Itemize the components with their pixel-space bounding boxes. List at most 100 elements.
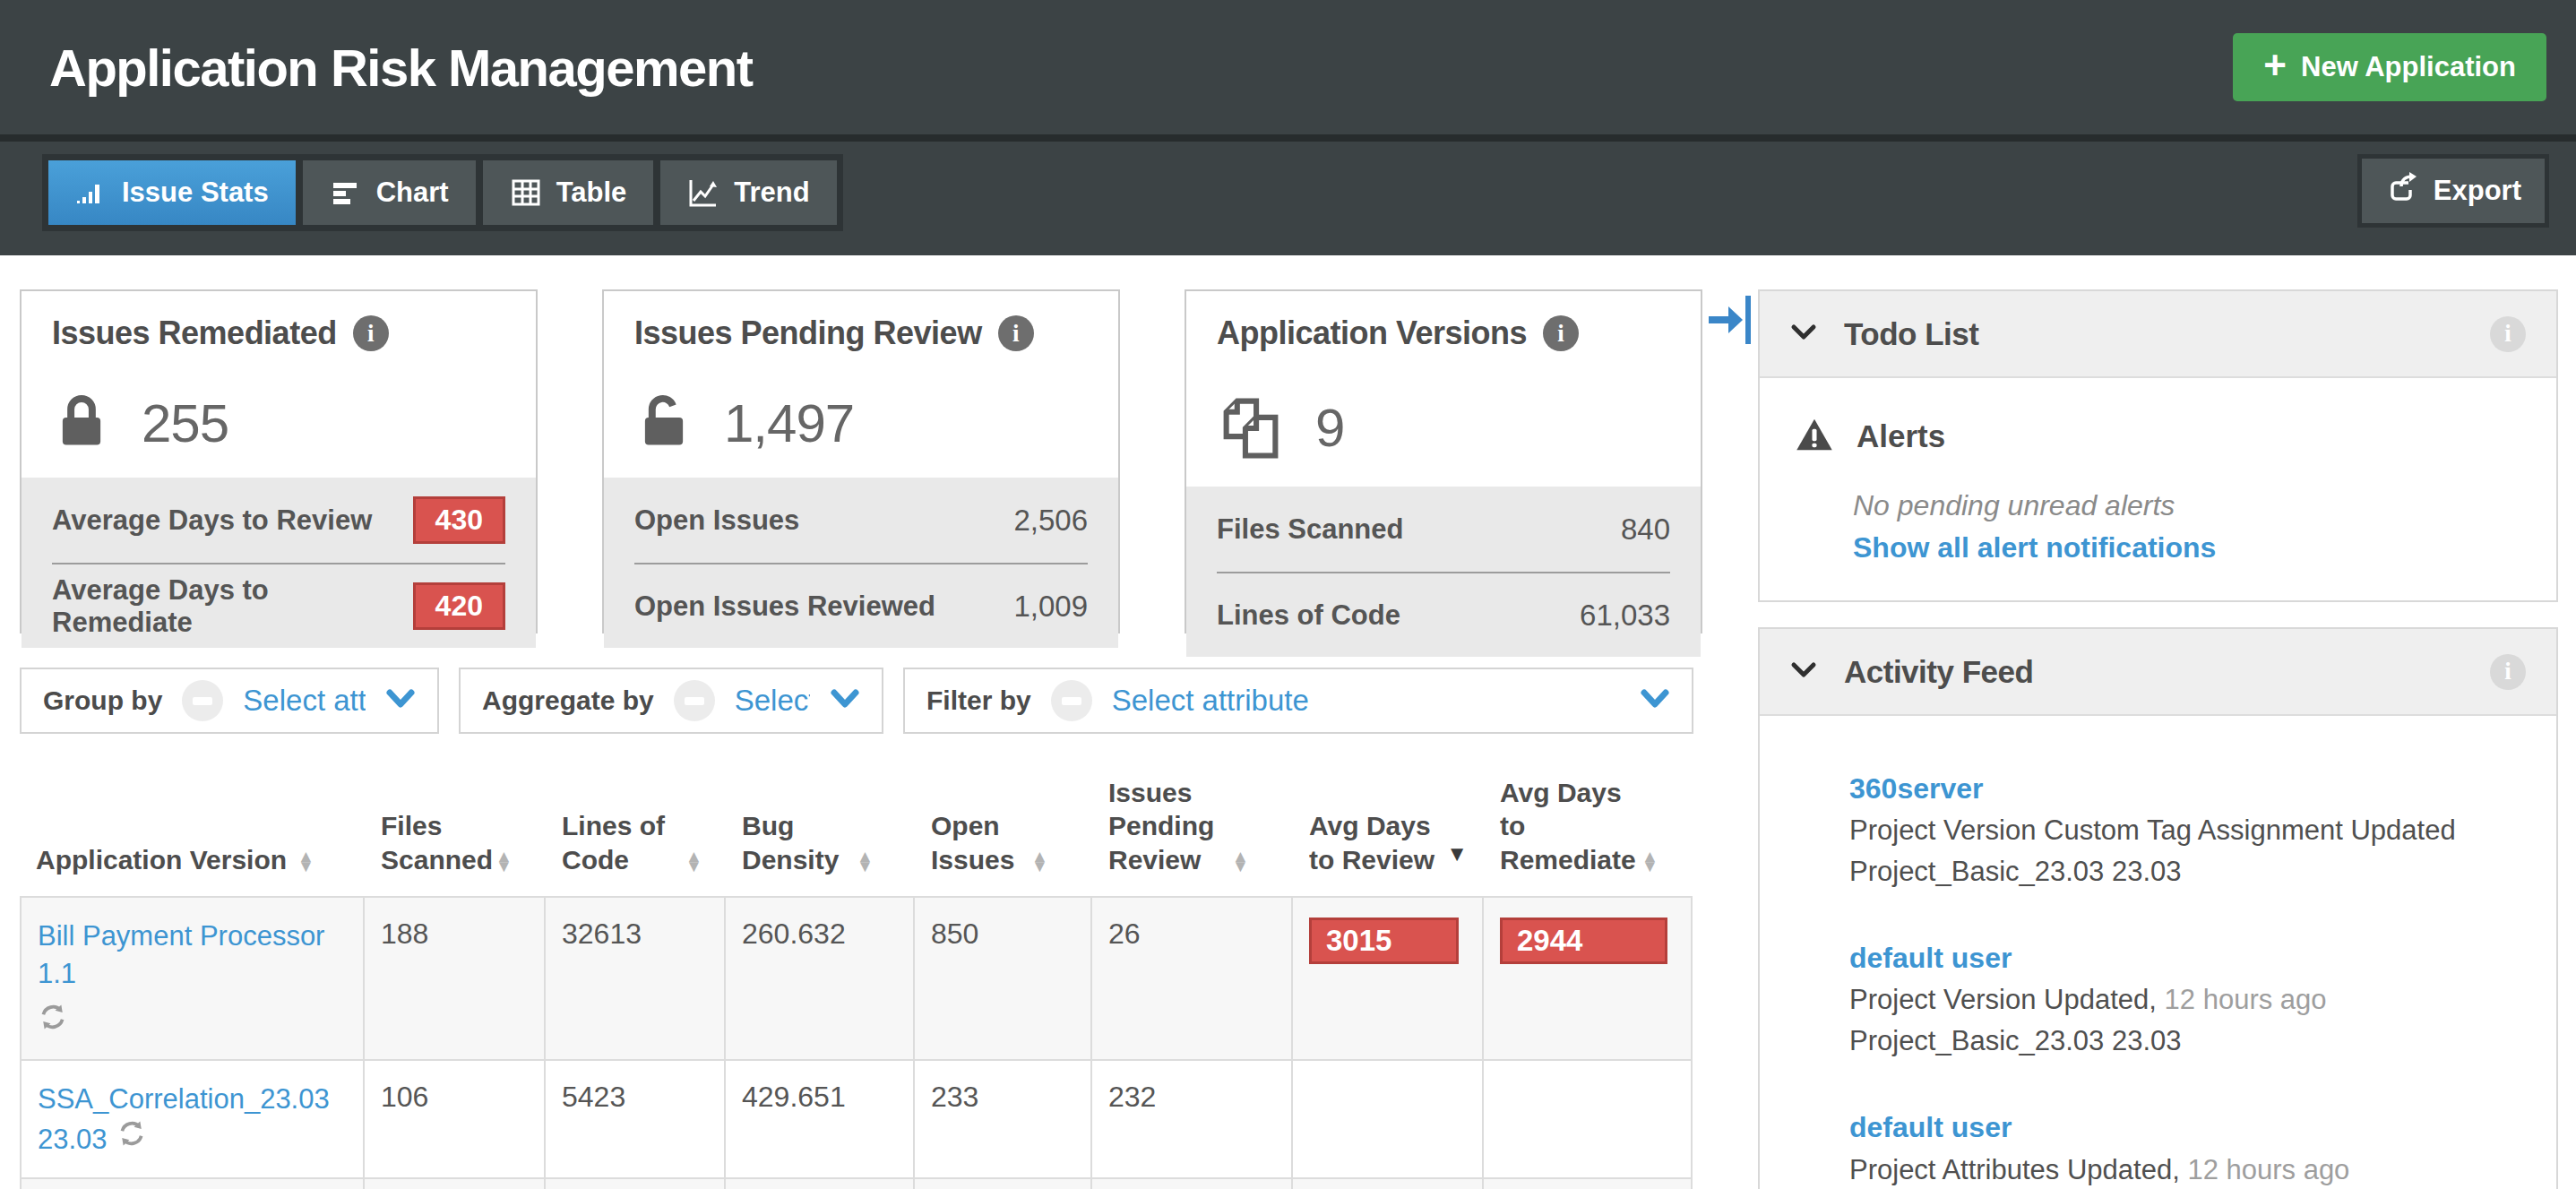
- view-tabs-group: Issue Stats Chart Table Trend: [42, 154, 843, 231]
- open-issues-cell: 233: [915, 1059, 1092, 1178]
- attribute-circle-icon: [674, 680, 715, 721]
- tab-trend[interactable]: Trend: [660, 160, 836, 225]
- sort-icon: ▲▼: [1232, 852, 1249, 871]
- lock-open-icon: [634, 392, 694, 454]
- column-header-avg-days-to-remediate[interactable]: Avg Days to Remediate ▲▼: [1484, 766, 1693, 896]
- feed-project: Project_Basic_23.03 23.03: [1849, 1021, 2520, 1062]
- feed-user-link[interactable]: 360server: [1849, 772, 1983, 805]
- feed-project: Project_Basic_23.03 23.03: [1849, 851, 2520, 892]
- tab-label: Table: [556, 177, 627, 209]
- tab-table[interactable]: Table: [483, 160, 654, 225]
- avg-days-to-remediate-cell: [1484, 1059, 1693, 1178]
- card-value: 1,497: [724, 392, 854, 454]
- feed-timestamp: 12 hours ago: [2165, 984, 2327, 1015]
- header-divider: [0, 134, 2576, 142]
- issues-pending-review-cell: 232: [1092, 1177, 1293, 1189]
- lines-of-code-cell: 5423: [546, 1059, 726, 1178]
- export-button[interactable]: Export: [2357, 154, 2549, 228]
- view-toolbar: Issue Stats Chart Table Trend Export: [0, 142, 2576, 255]
- todo-list-panel: Todo List i Alerts No pending unread ale…: [1758, 289, 2558, 602]
- lock-closed-icon: [52, 392, 111, 454]
- column-header-avg-days-to-review[interactable]: Avg Days to Review ▼: [1293, 766, 1484, 896]
- horizontal-bars-icon: [330, 177, 362, 209]
- chevron-down-icon: [830, 688, 860, 713]
- application-version-link[interactable]: SSA_Correlation_23.03 23.03: [38, 1083, 330, 1155]
- refresh-icon[interactable]: [38, 1002, 347, 1039]
- avg-days-to-remediate-cell: 2944: [1484, 896, 1693, 1059]
- column-header-files-scanned[interactable]: Files Scanned ▲▼: [365, 766, 546, 896]
- no-alerts-message: No pending unread alerts: [1853, 489, 2520, 522]
- info-icon[interactable]: i: [2490, 316, 2526, 352]
- table-row-application-version-cell: SSA_Correlation_23.03 23.03: [20, 1059, 365, 1178]
- info-icon[interactable]: i: [2490, 654, 2526, 690]
- new-application-button[interactable]: + New Application: [2233, 33, 2546, 101]
- tab-issue-stats[interactable]: Issue Stats: [48, 160, 296, 225]
- aggregate-by-value: Select attri...: [735, 684, 810, 718]
- danger-badge: 3015: [1309, 918, 1459, 964]
- show-all-alerts-link[interactable]: Show all alert notifications: [1853, 531, 2520, 564]
- danger-badge: 2944: [1500, 918, 1667, 964]
- feed-entry: 360server Project Version Custom Tag Ass…: [1849, 768, 2520, 892]
- feed-user-link[interactable]: default user: [1849, 942, 2012, 974]
- danger-badge: 430: [413, 496, 505, 544]
- sort-icon: ▲▼: [495, 852, 513, 871]
- metric-value: 2,506: [1013, 504, 1088, 538]
- chevron-down-icon: [1790, 661, 1817, 683]
- group-by-label: Group by: [43, 685, 162, 716]
- metric-value: 61,033: [1580, 599, 1670, 633]
- chevron-down-icon: [1790, 323, 1817, 345]
- feed-user-link[interactable]: default user: [1849, 1111, 2012, 1143]
- lines-of-code-cell: 32613: [546, 896, 726, 1059]
- activity-feed-header[interactable]: Activity Feed i: [1760, 629, 2556, 716]
- column-header-open-issues[interactable]: Open Issues ▲▼: [915, 766, 1092, 896]
- panel-title: Activity Feed: [1844, 654, 2033, 690]
- sort-icon: ▲▼: [297, 852, 314, 871]
- metric-label: Average Days to Remediate: [52, 574, 413, 639]
- metric-label: Files Scanned: [1217, 513, 1403, 546]
- group-by-select[interactable]: Group by Select attribute: [20, 668, 439, 734]
- info-icon[interactable]: i: [998, 315, 1034, 351]
- info-icon[interactable]: i: [1543, 315, 1579, 351]
- export-label: Export: [2434, 175, 2521, 207]
- column-header-application-version[interactable]: Application Version ▲▼: [20, 766, 365, 896]
- avg-days-to-review-cell: [1293, 1177, 1484, 1189]
- card-issues-pending-review: Issues Pending Review i 1,497 Open Issue…: [602, 289, 1120, 633]
- filter-row: Group by Select attribute Aggregate by S…: [20, 668, 1693, 734]
- warning-triangle-icon: [1796, 418, 1833, 455]
- column-header-issues-pending-review[interactable]: Issues Pending Review ▲▼: [1092, 766, 1293, 896]
- filter-by-select[interactable]: Filter by Select attribute: [903, 668, 1693, 734]
- sort-icon: ▲▼: [857, 852, 874, 871]
- danger-badge: 420: [413, 582, 505, 630]
- feed-timestamp: 12 hours ago: [2187, 1154, 2349, 1185]
- page-title: Application Risk Management: [49, 38, 753, 98]
- refresh-icon[interactable]: [116, 1118, 147, 1156]
- metric-label: Lines of Code: [1217, 599, 1400, 632]
- export-icon: [2385, 170, 2419, 211]
- sort-icon: ▲▼: [1641, 852, 1658, 871]
- avg-days-to-remediate-cell: [1484, 1177, 1693, 1189]
- arrow-to-bar-icon: [1707, 333, 1753, 349]
- bug-density-cell: 429.651: [726, 1177, 915, 1189]
- trend-line-icon: [687, 177, 719, 209]
- copies-icon: [1217, 392, 1285, 463]
- application-version-link[interactable]: Bill Payment Processor 1.1: [38, 920, 324, 989]
- table-row-application-version-cell: Project_Basic_23.03 23.03: [20, 1177, 365, 1189]
- group-by-value: Select attribute: [243, 684, 366, 718]
- chevron-down-icon: [1640, 688, 1670, 713]
- bug-density-cell: 260.632: [726, 896, 915, 1059]
- issues-pending-review-cell: 26: [1092, 896, 1293, 1059]
- info-icon[interactable]: i: [353, 315, 389, 351]
- column-header-bug-density[interactable]: Bug Density ▲▼: [726, 766, 915, 896]
- title-bar: Application Risk Management + New Applic…: [0, 0, 2576, 134]
- aggregate-by-select[interactable]: Aggregate by Select attri...: [459, 668, 883, 734]
- collapse-sidebar-button[interactable]: [1707, 294, 1753, 349]
- plus-icon: +: [2263, 46, 2287, 85]
- todo-list-header[interactable]: Todo List i: [1760, 291, 2556, 378]
- tab-chart[interactable]: Chart: [303, 160, 476, 225]
- files-scanned-cell: 106: [365, 1177, 546, 1189]
- metric-label: Open Issues: [634, 504, 799, 537]
- column-header-lines-of-code[interactable]: Lines of Code ▲▼: [546, 766, 726, 896]
- files-scanned-cell: 106: [365, 1059, 546, 1178]
- filter-by-value: Select attribute: [1112, 684, 1309, 718]
- panel-title: Todo List: [1844, 316, 1978, 352]
